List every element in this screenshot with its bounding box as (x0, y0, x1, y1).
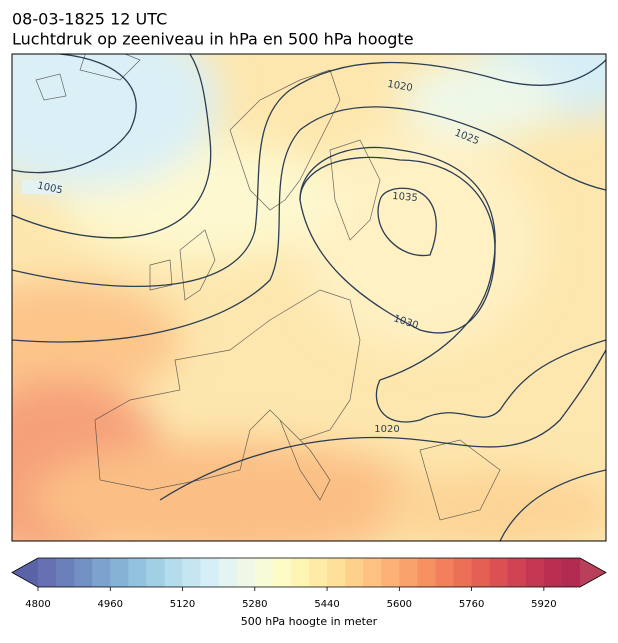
colorbar: 4800 4960 5120 5280 5440 5600 5760 5920 (11, 557, 607, 610)
colorbar-segment (218, 558, 238, 587)
colorbar-tick-label: 5120 (170, 599, 195, 610)
colorbar-tick-label: 4800 (25, 599, 50, 610)
colorbar-tick-label: 5280 (242, 599, 267, 610)
colorbar-segment (110, 558, 129, 587)
colorbar-segment (38, 558, 57, 587)
colorbar-segment (561, 558, 581, 587)
contour-label: 1020 (374, 424, 399, 435)
colorbar-segment (272, 558, 292, 587)
colorbar-segment (327, 558, 346, 587)
colorbar-segment (417, 558, 436, 587)
colorbar-segment (254, 558, 274, 587)
contour-label: 1035 (392, 191, 418, 204)
colorbar-tick-label: 5920 (531, 599, 556, 610)
colorbar-segment (453, 558, 472, 587)
colorbar-segment (507, 558, 527, 587)
colorbar-segment (543, 558, 563, 587)
colorbar-segment (399, 558, 418, 587)
subtitle: Luchtdruk op zeeniveau in hPa en 500 hPa… (12, 30, 414, 49)
colorbar-tick-label: 4960 (98, 599, 123, 610)
colorbar-segment (381, 558, 400, 587)
colorbar-segment (363, 558, 382, 587)
colorbar-segment (74, 558, 93, 587)
map: 1005 1020 1025 1035 1030 1020 (12, 54, 606, 541)
colorbar-segment (525, 558, 545, 587)
colorbar-segment (128, 558, 147, 587)
map-frame (11, 53, 607, 542)
title: 08-03-1825 12 UTC (12, 10, 167, 29)
colorbar-segment (56, 558, 75, 587)
colorbar-segment (435, 558, 454, 587)
colorbar-segment (182, 558, 201, 587)
colorbar-tick-label: 5600 (387, 599, 412, 610)
colorbar-segment (200, 558, 220, 587)
colorbar-segment (290, 558, 310, 587)
colorbar-tick-label: 5760 (459, 599, 484, 610)
colorbar-segment (146, 558, 165, 587)
colorbar-segment (471, 558, 491, 587)
colorbar-tick-label: 5440 (314, 599, 339, 610)
colorbar-label: 500 hPa hoogte in meter (241, 615, 378, 628)
colorbar-segment (309, 558, 328, 587)
colorbar-segment (92, 558, 111, 587)
colorbar-segment (236, 558, 256, 587)
contour-label: 1005 (36, 180, 63, 196)
contour-label: 1020 (386, 79, 413, 94)
colorbar-segment (489, 558, 509, 587)
colorbar-segment (164, 558, 183, 587)
colorbar-extend-low (12, 558, 38, 587)
colorbar-extend-high (580, 558, 606, 587)
colorbar-segment (345, 558, 364, 587)
